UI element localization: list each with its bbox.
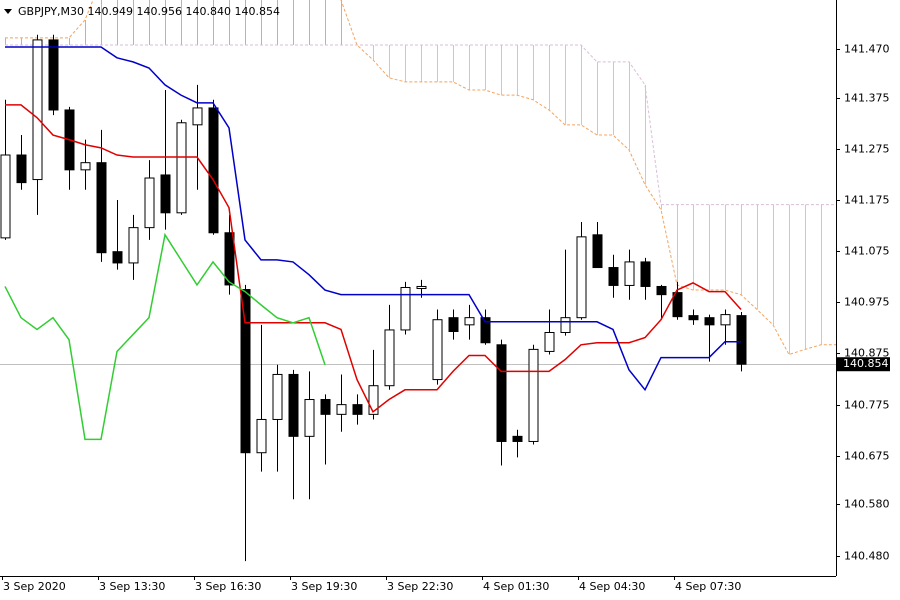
candle-body bbox=[128, 227, 139, 264]
candle-body bbox=[448, 317, 459, 332]
senkou-span-a bbox=[5, 0, 836, 356]
x-tick-label: 3 Sep 16:30 bbox=[195, 580, 261, 593]
indicator-line bbox=[4, 232, 326, 441]
candle-body bbox=[384, 329, 395, 387]
candle-body bbox=[432, 319, 443, 381]
candle-body bbox=[320, 399, 331, 415]
plot-area bbox=[0, 0, 836, 562]
candle-body bbox=[192, 107, 203, 126]
y-tick-label: 140.675 bbox=[844, 450, 890, 463]
x-tick-label: 3 Sep 22:30 bbox=[387, 580, 453, 593]
y-tick-label: 141.375 bbox=[844, 92, 890, 105]
last-price-label: 140.854 bbox=[843, 357, 889, 370]
candle-body bbox=[32, 39, 43, 181]
candle-body bbox=[672, 292, 683, 318]
candle-body bbox=[624, 261, 635, 286]
candle-body bbox=[288, 373, 299, 437]
y-tick-label: 141.075 bbox=[844, 245, 890, 258]
y-tick-label: 140.580 bbox=[844, 498, 890, 511]
candle-body bbox=[656, 285, 667, 296]
y-tick-label: 140.875 bbox=[844, 347, 890, 360]
last-price-box bbox=[836, 357, 890, 372]
candle-body bbox=[304, 399, 315, 437]
candle-body bbox=[416, 285, 427, 290]
candle-body bbox=[704, 317, 715, 326]
indicator-line bbox=[5, 46, 741, 392]
y-tick-label: 141.175 bbox=[844, 194, 890, 207]
candle-body bbox=[512, 435, 523, 442]
x-tick-label: 4 Sep 07:30 bbox=[675, 580, 741, 593]
candle-body bbox=[256, 418, 267, 454]
candle-body bbox=[144, 177, 155, 229]
x-tick-label: 3 Sep 13:30 bbox=[99, 580, 165, 593]
candle-body bbox=[272, 373, 283, 420]
candle-body bbox=[224, 232, 235, 286]
chart-title: GBPJPY,M30 140.949 140.956 140.840 140.8… bbox=[18, 5, 280, 18]
candle-body bbox=[640, 261, 651, 287]
y-tick-label: 140.975 bbox=[844, 296, 890, 309]
candle-body bbox=[48, 39, 59, 111]
candle-body bbox=[464, 317, 475, 326]
candle-body bbox=[240, 289, 251, 454]
candle-body bbox=[80, 162, 91, 171]
y-tick-label: 140.775 bbox=[844, 399, 890, 412]
candle-body bbox=[96, 162, 107, 254]
y-tick-label: 141.470 bbox=[844, 43, 890, 56]
menu-arrow[interactable] bbox=[4, 9, 12, 14]
candle-body bbox=[176, 122, 187, 214]
candle-body bbox=[688, 315, 699, 321]
candle-body bbox=[400, 286, 411, 331]
candle-body bbox=[736, 315, 747, 365]
candle-body bbox=[352, 404, 363, 415]
senkou-span-b bbox=[5, 44, 836, 206]
candle-body bbox=[16, 154, 27, 184]
candle-body bbox=[368, 385, 379, 415]
candle-body bbox=[112, 251, 123, 264]
candle-body bbox=[208, 107, 219, 234]
candle-body bbox=[0, 154, 11, 239]
candle-body bbox=[608, 267, 619, 286]
candle-body bbox=[720, 314, 731, 326]
candle-body bbox=[496, 344, 507, 442]
y-tick-label: 140.480 bbox=[844, 550, 890, 563]
x-tick-label: 3 Sep 2020 bbox=[3, 580, 66, 593]
x-tick-label: 3 Sep 19:30 bbox=[291, 580, 357, 593]
candle-body bbox=[528, 348, 539, 442]
candle-body bbox=[576, 236, 587, 319]
candle-body bbox=[544, 332, 555, 352]
y-tick-label: 141.275 bbox=[844, 143, 890, 156]
candle-body bbox=[480, 317, 491, 344]
x-tick-label: 4 Sep 04:30 bbox=[579, 580, 645, 593]
candle-body bbox=[592, 234, 603, 269]
candle-body bbox=[560, 317, 571, 334]
x-tick-label: 4 Sep 01:30 bbox=[483, 580, 549, 593]
candle-body bbox=[336, 404, 347, 415]
candle-body bbox=[160, 174, 171, 214]
